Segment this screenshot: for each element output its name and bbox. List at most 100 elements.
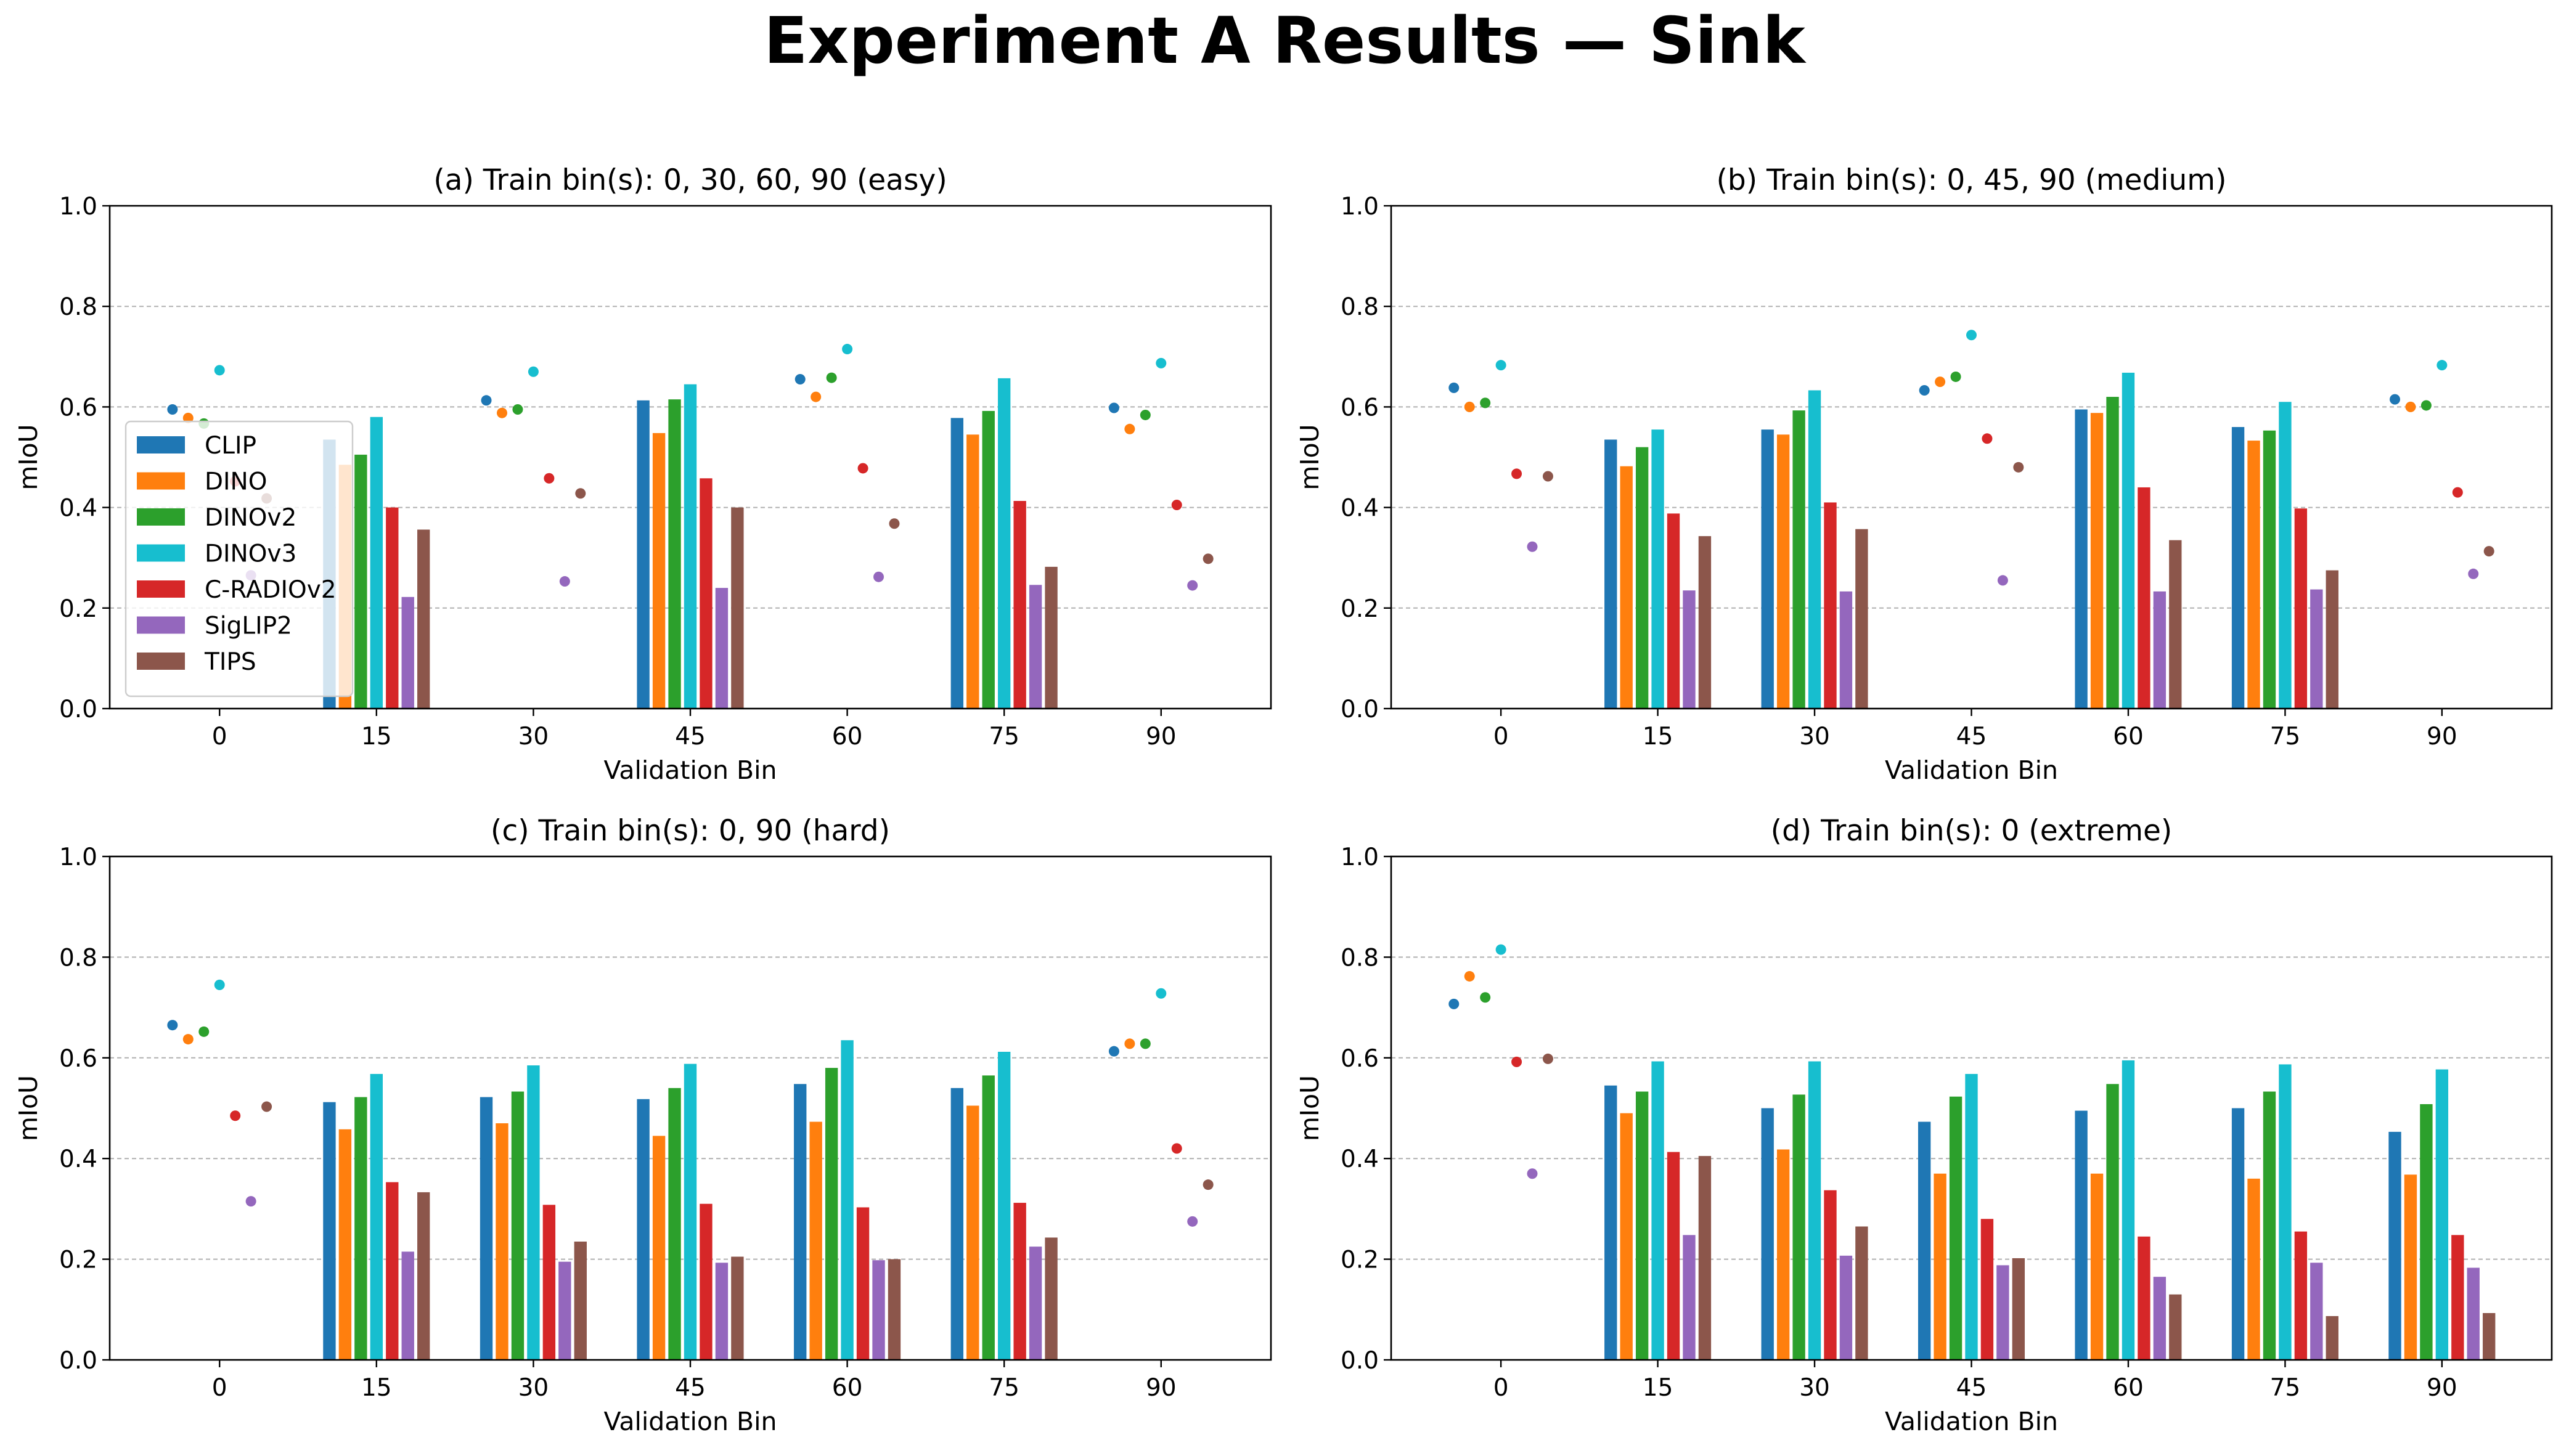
panel-d-point-dino-0	[1464, 970, 1475, 982]
legend-label-siglip2: SigLIP2	[205, 612, 292, 640]
panel-a-bar-dinov2-15	[354, 454, 367, 709]
panel-d-ytick-label: 0.2	[1341, 1247, 1379, 1274]
panel-d-xtick-label: 60	[2113, 1374, 2144, 1402]
panel-a-xtick-label: 90	[1146, 723, 1177, 750]
panel-d-ytick-label: 1.0	[1341, 844, 1379, 871]
panel-b-bar-dinov3-60	[2122, 372, 2135, 709]
panel-b-bar-siglip2-75	[2310, 589, 2323, 709]
panel-c-xtick-label: 90	[1146, 1374, 1177, 1402]
panel-c-ytick-label: 0.0	[59, 1347, 97, 1375]
panel-c-bar-clip-15	[323, 1102, 336, 1360]
panel-c-point-tips-0	[261, 1101, 272, 1112]
panel-d-point-siglip2-0	[1527, 1168, 1538, 1179]
legend-swatch-dino	[137, 472, 185, 490]
panel-c-point-c-radiov2-90	[1171, 1143, 1182, 1154]
panel-c-bar-dinov2-30	[511, 1091, 525, 1360]
panel-c-bar-siglip2-15	[401, 1251, 414, 1360]
panel-a-bar-dinov2-45	[668, 399, 681, 709]
panel-c-bar-dinov2-45	[668, 1088, 681, 1360]
panel-c-bar-dinov3-15	[370, 1073, 383, 1360]
panel-b-bar-tips-15	[1698, 536, 1712, 709]
panel-a-ytick-label: 0.0	[59, 696, 97, 723]
panel-d-bar-dinov2-75	[2263, 1091, 2276, 1360]
panel-c-xtick-label: 45	[675, 1374, 706, 1402]
panel-b-xtick-label: 0	[1493, 723, 1509, 750]
panel-b-point-tips-0	[1542, 471, 1553, 482]
legend-label-tips: TIPS	[204, 648, 256, 676]
panel-b-bar-clip-15	[1604, 439, 1617, 709]
panel-d-xtick-label: 75	[2270, 1374, 2301, 1402]
panel-c-point-dinov2-0	[198, 1026, 210, 1037]
panel-d-bar-clip-45	[1918, 1121, 1931, 1360]
panel-a-point-dinov2-30	[512, 404, 523, 415]
panel-b-bar-siglip2-15	[1683, 590, 1696, 709]
panel-d-xtick-label: 45	[1956, 1374, 1987, 1402]
panel-b-bar-dinov3-15	[1651, 429, 1664, 709]
panel-a-bar-dinov2-75	[982, 410, 995, 709]
panel-c-title: (c) Train bin(s): 0, 90 (hard)	[491, 814, 890, 848]
panel-b-bar-dino-75	[2247, 441, 2260, 709]
panel-d-bar-dinov3-30	[1808, 1061, 1821, 1360]
panel-b-bar-tips-75	[2326, 570, 2338, 709]
panel-b-point-tips-45	[2013, 462, 2024, 473]
panel-c-bar-c-radiov2-45	[700, 1203, 713, 1360]
panel-d-ytick-label: 0.4	[1341, 1145, 1379, 1173]
panel-c-xtick-label: 30	[518, 1374, 549, 1402]
panel-c-point-dinov2-90	[1140, 1038, 1151, 1049]
panel-a-point-tips-90	[1203, 553, 1214, 564]
panel-c-bar-c-radiov2-75	[1013, 1203, 1026, 1360]
panel-d-bar-clip-75	[2231, 1108, 2245, 1360]
panel-c-xtick-label: 15	[361, 1374, 392, 1402]
panel-a-bar-siglip2-15	[401, 596, 414, 709]
panel-c-point-siglip2-90	[1187, 1216, 1198, 1227]
panel-a-bar-c-radiov2-45	[700, 478, 713, 709]
panel-a-ylabel: mIoU	[14, 424, 43, 490]
panel-c-point-dino-0	[182, 1034, 194, 1045]
panel-d-xtick-label: 0	[1493, 1374, 1509, 1402]
panel-a-point-clip-90	[1108, 402, 1119, 413]
panel-b-bar-c-radiov2-30	[1824, 502, 1837, 709]
panel-c-ytick-label: 0.2	[59, 1247, 97, 1274]
legend-swatch-c-radiov2	[137, 580, 185, 598]
panel-b-ytick-label: 0.0	[1341, 696, 1379, 723]
panel-a-bar-clip-45	[637, 400, 650, 709]
panel-d-bar-c-radiov2-45	[1980, 1219, 1994, 1360]
figure-title: Experiment A Results — Sink	[764, 3, 1807, 78]
panel-d-bar-dino-75	[2247, 1178, 2260, 1360]
panel-c-bar-clip-30	[480, 1097, 493, 1360]
panel-b-xtick-label: 15	[1643, 723, 1673, 750]
panel-c-bar-dino-75	[966, 1105, 979, 1360]
panel-a-ytick-label: 1.0	[59, 193, 97, 221]
panel-d-bar-dinov2-30	[1792, 1094, 1805, 1360]
panel-d-bar-c-radiov2-75	[2294, 1231, 2308, 1360]
panel-c-bar-clip-60	[794, 1084, 807, 1360]
panel-a-point-clip-30	[481, 395, 492, 406]
panel-a-point-dino-30	[496, 407, 507, 418]
panel-d-bar-clip-30	[1761, 1108, 1774, 1360]
panel-b-point-clip-45	[1919, 384, 1930, 396]
panel-b-bar-tips-30	[1855, 529, 1868, 709]
legend-label-dino: DINO	[205, 468, 267, 496]
panel-d-bar-dino-30	[1776, 1149, 1790, 1360]
panel-c-bar-dinov3-30	[527, 1065, 540, 1360]
panel-b-point-dino-90	[2405, 401, 2416, 412]
panel-d-xtick-label: 30	[1799, 1374, 1830, 1402]
legend-swatch-tips	[137, 653, 185, 670]
panel-a-bar-siglip2-45	[715, 588, 729, 709]
panel-a-point-c-radiov2-60	[857, 463, 868, 474]
panel-d-bar-tips-60	[2169, 1294, 2182, 1360]
panel-d-bar-clip-60	[2075, 1110, 2088, 1360]
legend-label-clip: CLIP	[205, 432, 256, 460]
panel-d-title: (d) Train bin(s): 0 (extreme)	[1771, 814, 2173, 848]
panel-c-xlabel: Validation Bin	[604, 1407, 777, 1436]
panel-d-bar-dinov3-75	[2279, 1064, 2292, 1360]
panel-c-bar-dino-45	[652, 1136, 666, 1360]
panel-c-bar-dinov3-60	[841, 1040, 854, 1360]
panel-d-point-dinov2-0	[1480, 992, 1491, 1003]
panel-d-xtick-label: 15	[1643, 1374, 1673, 1402]
panel-d-bar-siglip2-60	[2153, 1277, 2167, 1360]
legend-label-dinov2: DINOv2	[205, 504, 296, 532]
panel-d-bar-c-radiov2-15	[1667, 1152, 1680, 1360]
panel-c-bar-siglip2-30	[558, 1261, 571, 1360]
panel-a-point-siglip2-90	[1187, 580, 1198, 591]
